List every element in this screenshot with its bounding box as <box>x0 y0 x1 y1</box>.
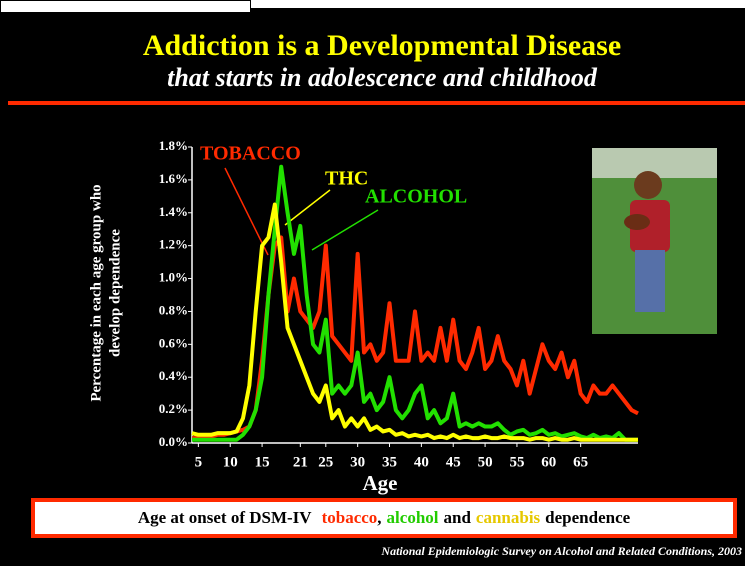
y-tick-label: 0.8% <box>159 302 188 317</box>
x-tick-label: 55 <box>509 454 524 470</box>
x-tick-label: 65 <box>573 454 588 470</box>
x-axis-label: Age <box>363 471 398 495</box>
y-axis-label: develop dependence <box>107 229 123 357</box>
x-tick-label: 50 <box>478 454 493 470</box>
tobacco-arrow <box>224 167 269 256</box>
x-tick-label: 45 <box>446 454 461 470</box>
alcohol-arrow <box>311 209 379 251</box>
subtitle: that starts in adolescence and childhood <box>167 63 598 92</box>
x-tick-label: 35 <box>382 454 397 470</box>
thc-arrow <box>284 189 331 226</box>
y-axis-label: Percentage in each age group who <box>88 184 104 401</box>
caption-text: and <box>444 508 472 527</box>
caption-alcohol: alcohol <box>387 508 439 527</box>
series-label: THC <box>325 168 368 190</box>
arrows <box>224 167 379 256</box>
x-tick-label: 25 <box>318 454 333 470</box>
photo-ball <box>624 214 650 230</box>
title: Addiction is a Developmental Disease <box>143 29 621 62</box>
y-tick-label: 0.2% <box>159 401 188 416</box>
y-tick-label: 1.0% <box>159 270 188 285</box>
photo-jeans <box>635 250 665 312</box>
series-line <box>192 164 638 442</box>
title-rule <box>8 101 745 105</box>
caption-text: Age at onset of DSM-IV <box>138 508 312 527</box>
caption-cannabis: cannabis <box>476 508 541 527</box>
top-band <box>0 0 745 8</box>
caption-text: , <box>377 508 381 527</box>
series-label: ALCOHOL <box>365 186 467 208</box>
caption-tobacco: tobacco <box>322 508 378 527</box>
top-box <box>0 0 251 13</box>
caption: Age at onset of DSM-IV tobacco, alcohol and… <box>138 508 631 527</box>
photo <box>592 148 717 334</box>
y-tick-label: 1.2% <box>159 237 188 252</box>
x-tick-label: 30 <box>350 454 365 470</box>
x-tick-label: 15 <box>255 454 270 470</box>
x-tick-label: 21 <box>293 454 308 470</box>
x-tick-label: 5 <box>195 454 203 470</box>
x-tick-label: 10 <box>223 454 238 470</box>
source: National Epidemiologic Survey on Alcohol… <box>380 544 742 558</box>
caption-text: dependence <box>545 508 630 527</box>
x-tick-label: 40 <box>414 454 429 470</box>
y-tick-label: 1.6% <box>159 171 188 186</box>
y-tick-label: 0.0% <box>159 434 188 449</box>
y-tick-label: 1.8% <box>159 138 188 153</box>
x-tick-label: 60 <box>541 454 556 470</box>
series-line <box>191 202 638 442</box>
y-tick-label: 0.4% <box>159 368 188 383</box>
photo-shirt <box>630 200 670 252</box>
y-tick-label: 0.6% <box>159 335 188 350</box>
series-label: TOBACCO <box>200 143 301 165</box>
caption-box <box>31 498 737 538</box>
photo-head <box>634 171 662 199</box>
y-tick-label: 1.4% <box>159 204 188 219</box>
